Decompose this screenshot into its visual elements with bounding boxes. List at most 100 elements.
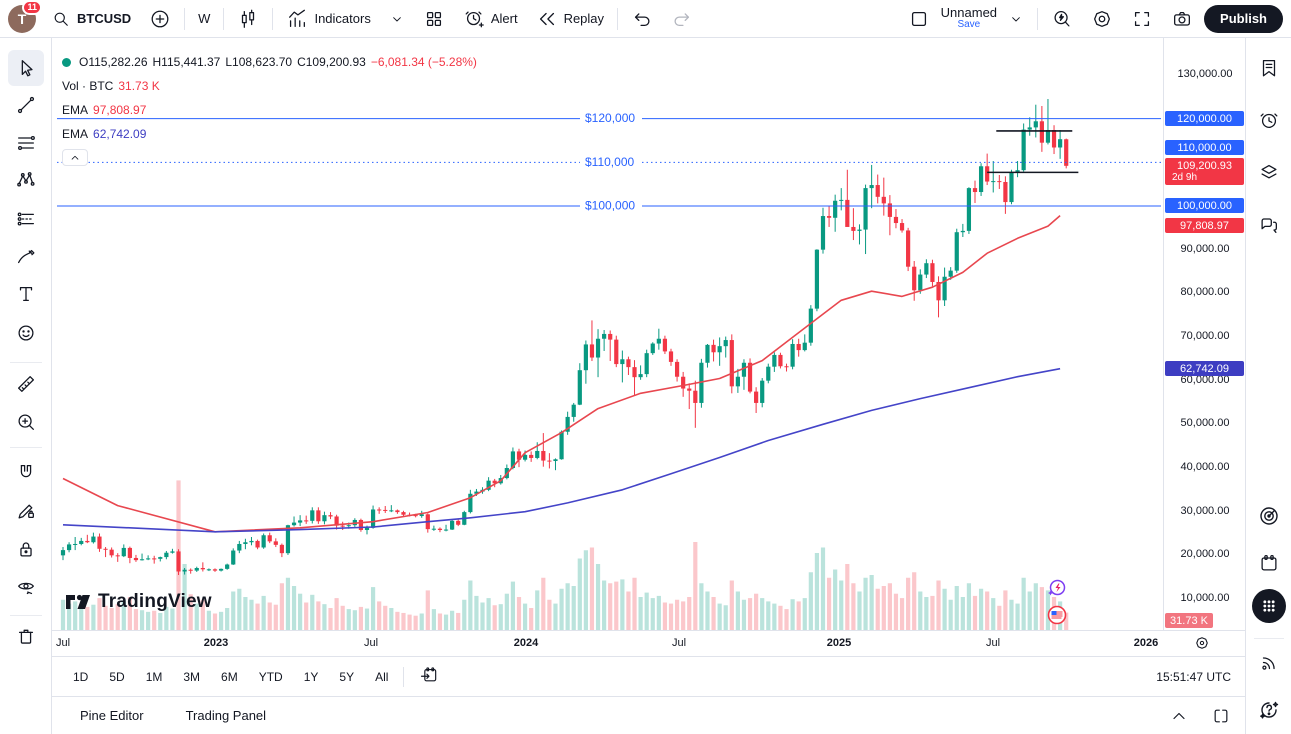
magnet-tool[interactable] [8, 455, 44, 491]
broadcast-icon [1262, 657, 1275, 670]
trend-line-tool[interactable] [8, 87, 44, 123]
zoom-tool[interactable] [8, 404, 44, 440]
replay-button[interactable]: Replay [529, 4, 611, 34]
publish-label: Publish [1220, 11, 1267, 26]
cursor-tool[interactable] [8, 50, 44, 86]
symbol-search-button[interactable]: BTCUSD [44, 4, 138, 34]
time-axis[interactable]: Jul 2023 Jul 2024 Jul 2025 Jul 2026 [52, 630, 1245, 656]
object-tree-button[interactable] [1251, 154, 1287, 190]
redo-icon [674, 12, 690, 26]
expand-panel-icon[interactable] [1211, 706, 1231, 726]
snapshot-button[interactable] [1164, 4, 1200, 34]
ohlc-open: O115,282.26 [79, 55, 148, 69]
trading-panel-tab[interactable]: Trading Panel [185, 708, 267, 723]
remove-all-tool[interactable] [8, 618, 44, 654]
time-label-month: Jul [985, 637, 1001, 649]
ai-spark-event-icon[interactable] [1045, 576, 1069, 600]
ema-slow-legend-row[interactable]: EMA 62,742.09 [62, 122, 477, 146]
clock-utc[interactable]: 15:51:47 UTC [1156, 669, 1231, 684]
range-button-3m[interactable]: 3M [183, 669, 201, 684]
svg-text:$110,000: $110,000 [585, 155, 634, 169]
multichart-layout-button[interactable] [416, 4, 452, 34]
price-tick: 60,000.00 [1180, 373, 1230, 386]
brush-tool[interactable] [8, 239, 44, 275]
indicators-label: Indicators [314, 11, 371, 26]
range-button-5y[interactable]: 5Y [339, 669, 355, 684]
alerts-button[interactable] [1251, 102, 1287, 138]
chevron-up-icon [71, 155, 79, 160]
symbol-legend-row[interactable]: O115,282.26 H115,441.37 L108,623.70 C109… [62, 50, 477, 74]
volume-legend-row[interactable]: Vol · BTC 31.73 K [62, 74, 477, 98]
economic-calendar-button[interactable] [1251, 545, 1287, 581]
compare-add-button[interactable] [142, 4, 178, 34]
range-divider [403, 666, 405, 687]
user-avatar[interactable]: T 11 [8, 0, 42, 33]
quick-search-icon [1054, 10, 1070, 27]
range-button-ytd[interactable]: YTD [258, 669, 283, 684]
chevron-up-icon[interactable] [1169, 706, 1189, 726]
range-buttons: 1D 5D 1M 3M 6M YTD 1Y 5Y All [66, 666, 395, 688]
scanner-button[interactable] [1251, 498, 1287, 534]
price-tick: 40,000.00 [1180, 461, 1230, 473]
save-link[interactable]: Save [957, 19, 981, 31]
legend-collapse-button[interactable] [62, 149, 88, 166]
event-markers [1045, 576, 1069, 627]
measure-tool[interactable] [8, 366, 44, 402]
range-button-5d[interactable]: 5D [109, 669, 125, 684]
header-separator [1037, 7, 1039, 30]
projection-tool[interactable] [8, 201, 44, 237]
pattern-tool[interactable] [8, 162, 44, 198]
layout-menu-button[interactable] [1001, 4, 1031, 34]
tradingview-watermark[interactable]: TradingView [65, 591, 212, 613]
range-button-6m[interactable]: 6M [221, 669, 238, 684]
header-separator [223, 7, 225, 30]
pine-editor-tab[interactable]: Pine Editor [80, 708, 144, 723]
settings-gear-icon [1196, 637, 1208, 649]
candlestick-chart[interactable]: $120,000 $110,000 $100,000 [55, 45, 1163, 630]
watchlist-button[interactable] [1251, 50, 1287, 86]
ohlc-low: L108,623.70 [225, 55, 293, 69]
fullscreen-button[interactable] [1124, 4, 1160, 34]
chart-area: $120,000 $110,000 $100,000 O115,282.26 H11… [52, 38, 1245, 734]
streams-button[interactable] [1251, 645, 1287, 681]
lock-all-tool[interactable] [8, 531, 44, 567]
publish-button[interactable]: Publish [1204, 4, 1283, 33]
price-axis[interactable]: 130,000.00 90,000.00 80,000.00 70,000.00 60,… [1163, 38, 1245, 630]
chat-button[interactable] [1251, 207, 1287, 243]
top-toolbar: T 11 BTCUSD W Indicators A [0, 0, 1291, 38]
brush-icon [18, 249, 35, 264]
hide-all-tool[interactable] [8, 569, 44, 605]
range-button-1y[interactable]: 1Y [303, 669, 319, 684]
indicator-templates-button[interactable] [382, 4, 412, 34]
axis-settings-button[interactable] [1193, 634, 1211, 657]
price-tick: 80,000.00 [1180, 286, 1230, 299]
help-button[interactable] [1251, 692, 1287, 728]
redo-button[interactable] [664, 4, 700, 34]
layout-select-button[interactable] [901, 4, 937, 34]
text-tool[interactable] [8, 276, 44, 312]
interval-button[interactable]: W [191, 4, 217, 34]
emoji-tool[interactable] [8, 315, 44, 351]
chart-pane[interactable]: $120,000 $110,000 $100,000 O115,282.26 H11… [52, 38, 1245, 630]
fib-retracement-icon [18, 135, 35, 151]
go-to-date-button[interactable] [412, 661, 446, 692]
draw-mode-tool[interactable] [8, 493, 44, 529]
chart-settings-button[interactable] [1084, 4, 1120, 34]
ema-fast-legend-row[interactable]: EMA 97,808.97 [62, 98, 477, 122]
range-button-1d[interactable]: 1D [73, 669, 89, 684]
range-button-all[interactable]: All [375, 669, 389, 684]
range-button-1m[interactable]: 1M [145, 669, 163, 684]
layout-name-button[interactable]: Unnamed Save [941, 6, 997, 30]
quick-search-button[interactable] [1044, 4, 1080, 34]
chat-icon [1261, 218, 1277, 233]
chart-style-button[interactable] [230, 4, 266, 34]
us-economy-event-icon[interactable] [1045, 603, 1069, 627]
chevron-down-icon [393, 16, 401, 21]
indicators-button[interactable]: Indicators [279, 4, 377, 34]
time-label-year: 2025 [826, 637, 852, 649]
undo-button[interactable] [624, 4, 660, 34]
all-apps-button[interactable] [1252, 589, 1286, 623]
fib-retracement-tool[interactable] [8, 125, 44, 161]
alert-button[interactable]: Alert [456, 4, 525, 34]
drawing-toolbar [0, 38, 52, 734]
